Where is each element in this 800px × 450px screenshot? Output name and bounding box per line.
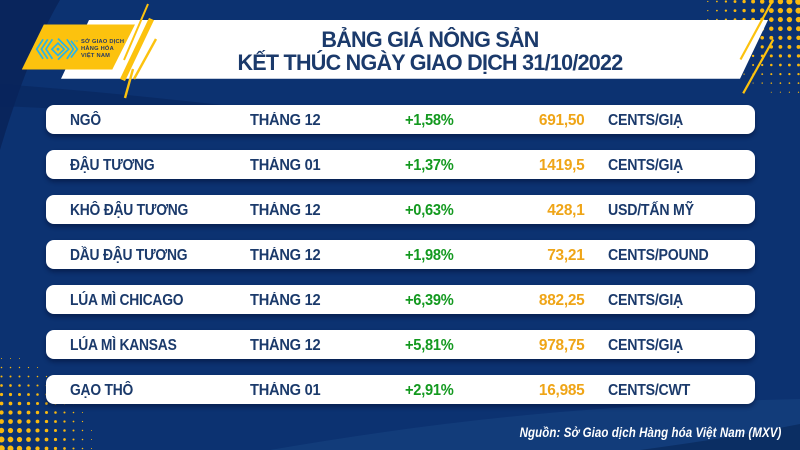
- svg-text:TM: TM: [74, 39, 79, 43]
